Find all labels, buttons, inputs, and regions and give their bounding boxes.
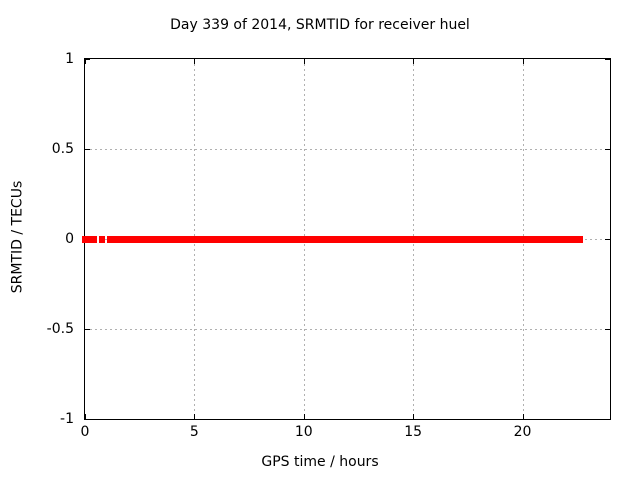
x-tick-label: 20 xyxy=(513,424,532,440)
x-tick-label: 5 xyxy=(189,424,199,440)
x-tick-mark-bottom xyxy=(522,414,524,419)
y-tick-mark-right xyxy=(605,239,610,240)
series-segment xyxy=(99,236,105,243)
series-segment xyxy=(82,236,98,243)
y-tick-mark-right xyxy=(605,419,610,420)
x-tick-label: 10 xyxy=(294,424,313,440)
y-tick-label: 1 xyxy=(65,51,74,67)
grid-line-horizontal xyxy=(85,149,610,150)
x-axis-label: GPS time / hours xyxy=(261,454,379,470)
x-tick-mark-top xyxy=(303,59,305,64)
grid-line-horizontal xyxy=(85,329,610,330)
y-tick-label: 0.5 xyxy=(51,141,74,157)
y-tick-mark-left xyxy=(85,149,90,150)
chart-title: Day 339 of 2014, SRMTID for receiver hue… xyxy=(170,17,470,33)
x-tick-mark-bottom xyxy=(303,414,305,419)
y-tick-mark-right xyxy=(605,59,610,60)
x-tick-mark-top xyxy=(522,59,524,64)
y-tick-label: -1 xyxy=(60,411,74,427)
x-tick-mark-top xyxy=(85,59,86,64)
y-tick-label: 0 xyxy=(65,231,74,247)
x-tick-mark-bottom xyxy=(413,414,415,419)
y-tick-label: -0.5 xyxy=(46,321,74,337)
y-tick-mark-left xyxy=(85,419,90,420)
x-tick-mark-top xyxy=(413,59,415,64)
x-tick-mark-top xyxy=(194,59,196,64)
x-tick-mark-bottom xyxy=(194,414,196,419)
x-tick-label: 15 xyxy=(404,424,423,440)
y-tick-mark-left xyxy=(85,329,90,330)
x-tick-label: 0 xyxy=(80,424,90,440)
y-tick-mark-left xyxy=(85,59,90,60)
series-segment xyxy=(107,236,584,243)
y-tick-mark-right xyxy=(605,329,610,330)
x-tick-mark-bottom xyxy=(85,414,86,419)
plot-area xyxy=(82,58,611,420)
y-tick-mark-right xyxy=(605,149,610,150)
